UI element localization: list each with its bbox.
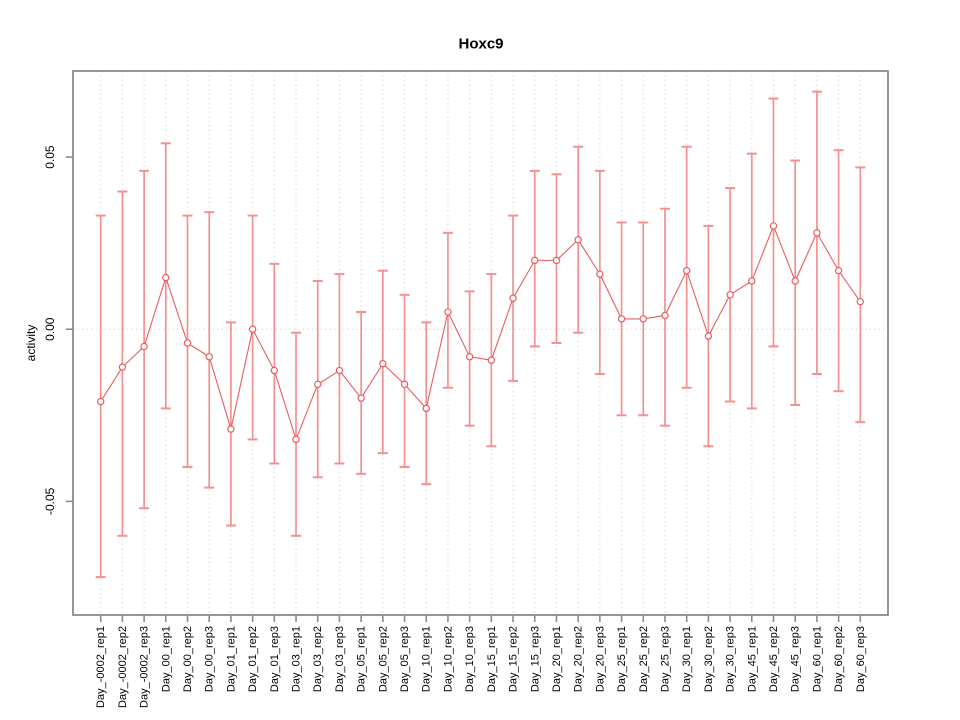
- data-point: [748, 277, 756, 285]
- data-point: [661, 311, 669, 320]
- data-point: [769, 222, 778, 230]
- x-tick-label: Day_05_rep1: [356, 626, 368, 692]
- data-point: [162, 273, 170, 282]
- plot-frame: [72, 70, 889, 616]
- x-tick-label: Day_20_rep1: [551, 626, 563, 692]
- data-point: [335, 366, 344, 375]
- x-tick-label: Day_01_rep2: [247, 626, 259, 692]
- data-point: [509, 294, 517, 302]
- data-point: [205, 353, 213, 361]
- x-tick-label: Day_25_rep1: [616, 626, 628, 692]
- x-tick-label: Day_15_rep1: [486, 626, 498, 692]
- data-point: [704, 332, 713, 340]
- y-tick-label: 0.05: [43, 145, 57, 169]
- data-point: [487, 356, 496, 364]
- x-tick-label: Day_15_rep2: [508, 626, 520, 692]
- series-line: [100, 224, 861, 442]
- y-axis-label: activity: [24, 324, 38, 362]
- data-point: [574, 236, 582, 244]
- x-tick-label: Day_60_rep3: [855, 626, 867, 692]
- data-point: [118, 363, 127, 371]
- data-point: [465, 353, 474, 361]
- x-tick-label: Day_45_rep3: [790, 626, 802, 692]
- x-tick-label: Day_20_rep3: [594, 626, 606, 692]
- data-point: [552, 256, 561, 265]
- y-tick-label: -0.05: [43, 487, 57, 515]
- x-tick-label: Day_01_rep3: [269, 626, 281, 692]
- x-tick-label: Day_-0002_rep3: [139, 626, 151, 708]
- x-tick-label: Day_05_rep2: [377, 626, 389, 692]
- chart-title: Hoxc9: [458, 35, 504, 53]
- x-tick-label: Day_10_rep3: [464, 626, 476, 692]
- y-tick-label: 0.00: [43, 317, 57, 341]
- data-point: [596, 270, 604, 278]
- x-tick-label: Day_30_rep3: [725, 626, 737, 692]
- data-point: [314, 380, 322, 389]
- data-point: [444, 308, 452, 316]
- data-point: [140, 342, 148, 351]
- x-tick-label: Day_03_rep1: [291, 626, 303, 692]
- data-point: [682, 266, 691, 275]
- data-point: [379, 359, 387, 368]
- x-tick-label: Day_30_rep2: [703, 626, 715, 692]
- data-point: [813, 229, 821, 237]
- data-point: [96, 397, 105, 406]
- x-tick-label: Day_03_rep2: [312, 626, 324, 692]
- data-point: [248, 325, 257, 333]
- data-point: [357, 394, 365, 402]
- data-point: [834, 266, 843, 275]
- data-point: [726, 291, 734, 299]
- x-tick-label: Day_05_rep3: [399, 626, 411, 692]
- x-tick-label: Day_60_rep1: [811, 626, 823, 692]
- data-point: [531, 256, 539, 265]
- data-point: [639, 315, 647, 323]
- data-point: [183, 339, 192, 347]
- data-point: [227, 425, 235, 433]
- data-point: [292, 435, 300, 444]
- x-tick-label: Day_15_rep3: [529, 626, 541, 692]
- x-tick-label: Day_45_rep2: [768, 626, 780, 692]
- x-tick-label: Day_25_rep2: [638, 626, 650, 692]
- x-tick-label: Day_00_rep2: [182, 626, 194, 692]
- data-point: [422, 404, 430, 413]
- x-tick-label: Day_-0002_rep2: [117, 626, 129, 708]
- x-tick-label: Day_03_rep3: [334, 626, 346, 692]
- x-tick-label: Day_00_rep3: [204, 626, 216, 692]
- x-tick-label: Day_01_rep1: [225, 626, 237, 692]
- data-point: [270, 366, 279, 375]
- data-point: [791, 277, 799, 285]
- x-tick-label: Day_10_rep2: [442, 626, 454, 692]
- x-tick-label: Day_25_rep3: [659, 626, 671, 692]
- data-point: [400, 380, 409, 389]
- x-tick-label: Day_10_rep1: [421, 626, 433, 692]
- data-point: [617, 315, 626, 323]
- x-tick-label: Day_60_rep2: [833, 626, 845, 692]
- data-point: [856, 297, 865, 306]
- x-tick-label: Day_00_rep1: [160, 626, 172, 692]
- x-tick-label: Day_30_rep1: [681, 626, 693, 692]
- x-tick-label: Day_-0002_rep1: [95, 626, 107, 708]
- x-tick-label: Day_20_rep2: [573, 626, 585, 692]
- x-tick-label: Day_45_rep1: [746, 626, 758, 692]
